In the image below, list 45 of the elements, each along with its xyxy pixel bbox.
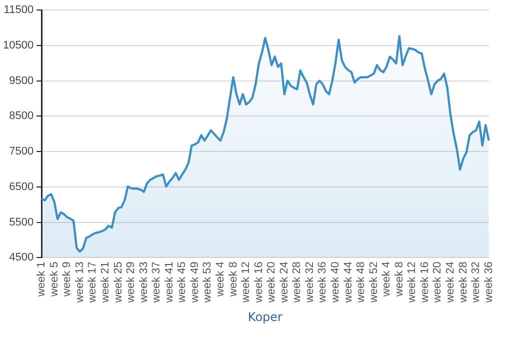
- y-tick-label: 9500: [9, 74, 34, 87]
- x-tick-label: week 41: [163, 262, 176, 304]
- x-tick-label: week 12: [406, 262, 418, 304]
- x-tick-label: week 4: [380, 262, 393, 298]
- y-tick-label: 6500: [9, 180, 34, 193]
- x-tick-label: week 36: [482, 262, 495, 304]
- y-tick-label: 7500: [9, 146, 34, 158]
- x-tick-label: week 25: [112, 262, 124, 304]
- x-tick-label: week 28: [291, 262, 304, 304]
- x-tick-label: week 24: [444, 262, 456, 304]
- x-axis-title: Koper: [248, 310, 283, 324]
- x-tick-label: week 21: [100, 262, 112, 304]
- y-tick-label: 11500: [4, 4, 34, 16]
- y-tick-label: 10500: [2, 39, 34, 52]
- x-tick-label: week 28: [457, 262, 470, 304]
- x-tick-label: week 8: [393, 262, 406, 298]
- x-tick-label: week 45: [176, 262, 188, 304]
- x-tick-label: week 5: [48, 262, 60, 298]
- x-tick-label: week 8: [227, 262, 240, 298]
- x-tick-label: week 16: [418, 262, 431, 304]
- x-tick-label: week 12: [240, 262, 252, 304]
- x-tick-label: week 20: [266, 262, 278, 304]
- x-tick-label: week 1: [36, 262, 48, 298]
- y-tick-label: 4500: [9, 252, 34, 264]
- x-tick-label: week 9: [61, 262, 74, 298]
- x-tick-label: week 44: [342, 262, 354, 304]
- x-tick-label: week 36: [316, 262, 329, 304]
- x-tick-label: week 52: [368, 262, 380, 304]
- x-tick-label: week 48: [355, 262, 368, 304]
- x-tick-label: week 13: [74, 262, 86, 304]
- x-tick-label: week 53: [202, 262, 214, 304]
- x-tick-label: week 32: [470, 262, 482, 304]
- x-tick-label: week 49: [188, 262, 201, 304]
- y-tick-label: 5500: [9, 216, 34, 228]
- x-tick-label: week 20: [432, 262, 444, 304]
- x-tick-label: week 33: [138, 262, 150, 304]
- x-tick-label: week 32: [304, 262, 316, 304]
- x-tick-label: week 16: [252, 262, 265, 304]
- x-tick-label: week 17: [86, 262, 99, 304]
- x-tick-label: week 37: [150, 262, 163, 304]
- x-tick-label: week 24: [278, 262, 290, 304]
- x-tick-label: week 40: [330, 262, 342, 304]
- x-tick-label: week 29: [125, 262, 138, 304]
- x-tick-label: week 4: [214, 262, 227, 298]
- y-tick-label: 8500: [9, 110, 34, 122]
